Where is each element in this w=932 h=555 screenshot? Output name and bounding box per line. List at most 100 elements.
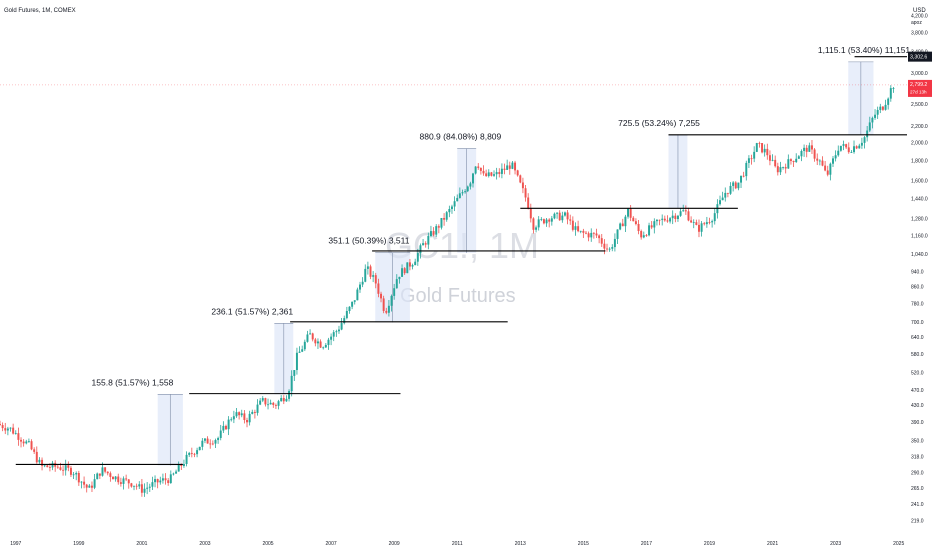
candle-body: [154, 479, 157, 483]
candle-body: [493, 174, 496, 176]
candle-body: [169, 474, 172, 483]
candle-body: [850, 152, 853, 153]
candle-body: [616, 229, 619, 239]
candle-body: [22, 441, 25, 444]
candle-body: [14, 433, 17, 434]
candle-body: [395, 279, 398, 289]
candle-body: [779, 167, 782, 173]
y-tick-label: 390.0: [911, 420, 924, 426]
candle-body: [695, 222, 698, 225]
candle-body: [401, 268, 404, 277]
candle-body: [600, 238, 603, 244]
candle-body: [172, 473, 175, 475]
candle-body: [290, 375, 293, 392]
candle-body: [839, 145, 842, 151]
candle-body: [143, 488, 146, 493]
candle-body: [35, 451, 38, 463]
candle-body: [337, 329, 340, 332]
candle-body: [719, 200, 721, 205]
candle-body: [684, 210, 687, 212]
candle-body: [503, 168, 506, 170]
candle-body: [1, 425, 4, 429]
candle-body: [661, 218, 664, 220]
candle-body: [776, 166, 779, 173]
candle-body: [866, 130, 869, 138]
x-tick-label: 1997: [10, 541, 21, 547]
candle-body: [879, 106, 882, 110]
candle-body: [745, 162, 748, 177]
candle-body: [324, 344, 327, 348]
candle-body: [309, 333, 312, 335]
candle-body: [348, 306, 351, 311]
candle-body: [85, 484, 88, 488]
candle-body: [774, 159, 777, 167]
candle-body: [196, 450, 199, 455]
candle-body: [380, 293, 383, 299]
candle-body: [453, 201, 456, 207]
candle-body: [345, 310, 348, 319]
candle-body: [726, 192, 729, 194]
candle-body: [222, 425, 225, 431]
candle-body: [9, 427, 12, 429]
candle-body: [51, 462, 54, 468]
candle-body: [645, 235, 648, 237]
candle-body: [506, 165, 509, 170]
y-tick-label: 318.0: [911, 455, 924, 461]
candle-body: [256, 404, 259, 413]
candle-body: [816, 158, 819, 161]
candle-body: [235, 412, 238, 417]
candle-body: [62, 469, 65, 471]
y-tick-label: 1,600.0: [911, 179, 928, 185]
x-tick-label: 2025: [893, 541, 904, 547]
candle-body: [711, 221, 714, 223]
candle-body: [332, 332, 335, 337]
candle-body: [159, 480, 162, 483]
candle-body: [629, 208, 632, 218]
candle-body: [687, 211, 690, 221]
candle-body: [43, 465, 46, 467]
candle-body: [69, 467, 72, 475]
candle-body: [808, 145, 811, 152]
candle-body: [800, 150, 803, 157]
candle-body: [874, 114, 877, 118]
support-level-lines[interactable]: [15, 56, 907, 465]
candle-body: [390, 295, 393, 306]
candle-body: [419, 245, 422, 254]
candle-body: [611, 247, 614, 249]
candle-body: [556, 212, 559, 214]
candle-body: [104, 467, 107, 472]
candle-body: [351, 301, 354, 307]
x-tick-label: 2009: [389, 541, 400, 547]
measurement-label: 1,115.1 (53.40%) 11,151: [818, 45, 911, 55]
candle-body: [514, 162, 517, 171]
candle-body: [876, 109, 879, 115]
candle-body: [771, 159, 774, 161]
candle-body: [824, 165, 827, 171]
y-tick-label: 3,800.0: [911, 31, 928, 37]
candle-body: [450, 206, 453, 209]
candle-body: [674, 215, 677, 219]
candle-body: [550, 218, 553, 222]
candle-body: [408, 262, 411, 267]
candle-body: [495, 172, 498, 175]
candle-body: [847, 147, 850, 153]
candle-body: [230, 419, 233, 421]
candle-body: [642, 235, 645, 238]
candle-body: [67, 465, 70, 468]
candle-body: [577, 226, 580, 232]
candle-body: [608, 248, 611, 250]
candle-body: [860, 142, 863, 146]
candle-body: [303, 341, 306, 350]
candle-body: [761, 143, 764, 153]
candle-body: [521, 182, 524, 189]
candle-body: [511, 162, 514, 169]
scale-mode-label[interactable]: apoz: [911, 20, 922, 26]
measurement-label: 351.1 (50.39%) 3,511: [328, 236, 409, 246]
candle-body: [598, 235, 601, 239]
time-axis[interactable]: 1997 1999 2001 2003 2005 2007 2009 2011 2013 2015…: [10, 541, 904, 547]
candle-body: [330, 336, 333, 340]
candle-body: [277, 401, 280, 406]
candle-body: [211, 443, 214, 445]
